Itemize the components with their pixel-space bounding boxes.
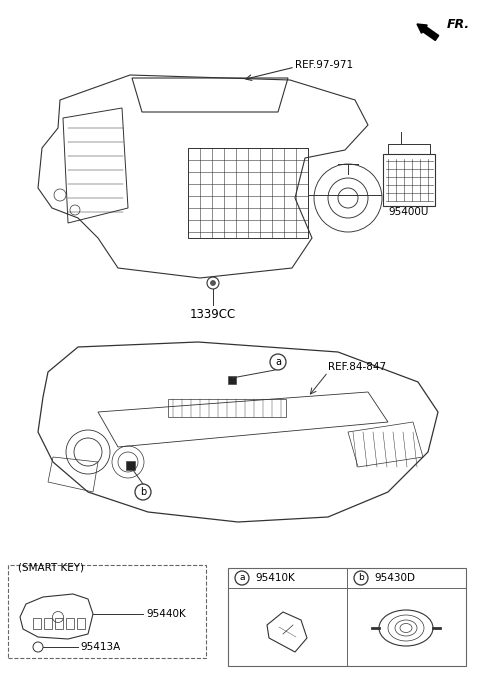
Bar <box>383 154 435 206</box>
Text: FR.: FR. <box>447 18 470 31</box>
Bar <box>33 618 41 629</box>
Text: (SMART KEY): (SMART KEY) <box>18 563 84 573</box>
Bar <box>228 568 466 666</box>
Text: a: a <box>275 357 281 367</box>
Bar <box>66 618 74 629</box>
Bar <box>228 376 236 384</box>
Text: 95430D: 95430D <box>374 573 415 583</box>
Bar <box>8 565 206 658</box>
Text: REF.84-847: REF.84-847 <box>328 362 386 372</box>
Text: 95400U: 95400U <box>389 207 429 217</box>
Bar <box>126 461 135 470</box>
Text: REF.97-971: REF.97-971 <box>295 60 353 70</box>
Text: b: b <box>358 573 364 583</box>
Bar <box>44 618 52 629</box>
Bar <box>77 618 85 629</box>
Text: b: b <box>140 487 146 497</box>
Bar <box>188 148 308 238</box>
FancyArrow shape <box>417 24 439 40</box>
Bar <box>55 618 63 629</box>
Circle shape <box>211 280 216 285</box>
Text: 95440K: 95440K <box>146 609 186 619</box>
Text: 1339CC: 1339CC <box>190 308 236 321</box>
Bar <box>168 399 286 417</box>
Text: 95410K: 95410K <box>255 573 295 583</box>
Text: a: a <box>239 573 245 583</box>
Text: 95413A: 95413A <box>80 642 120 652</box>
